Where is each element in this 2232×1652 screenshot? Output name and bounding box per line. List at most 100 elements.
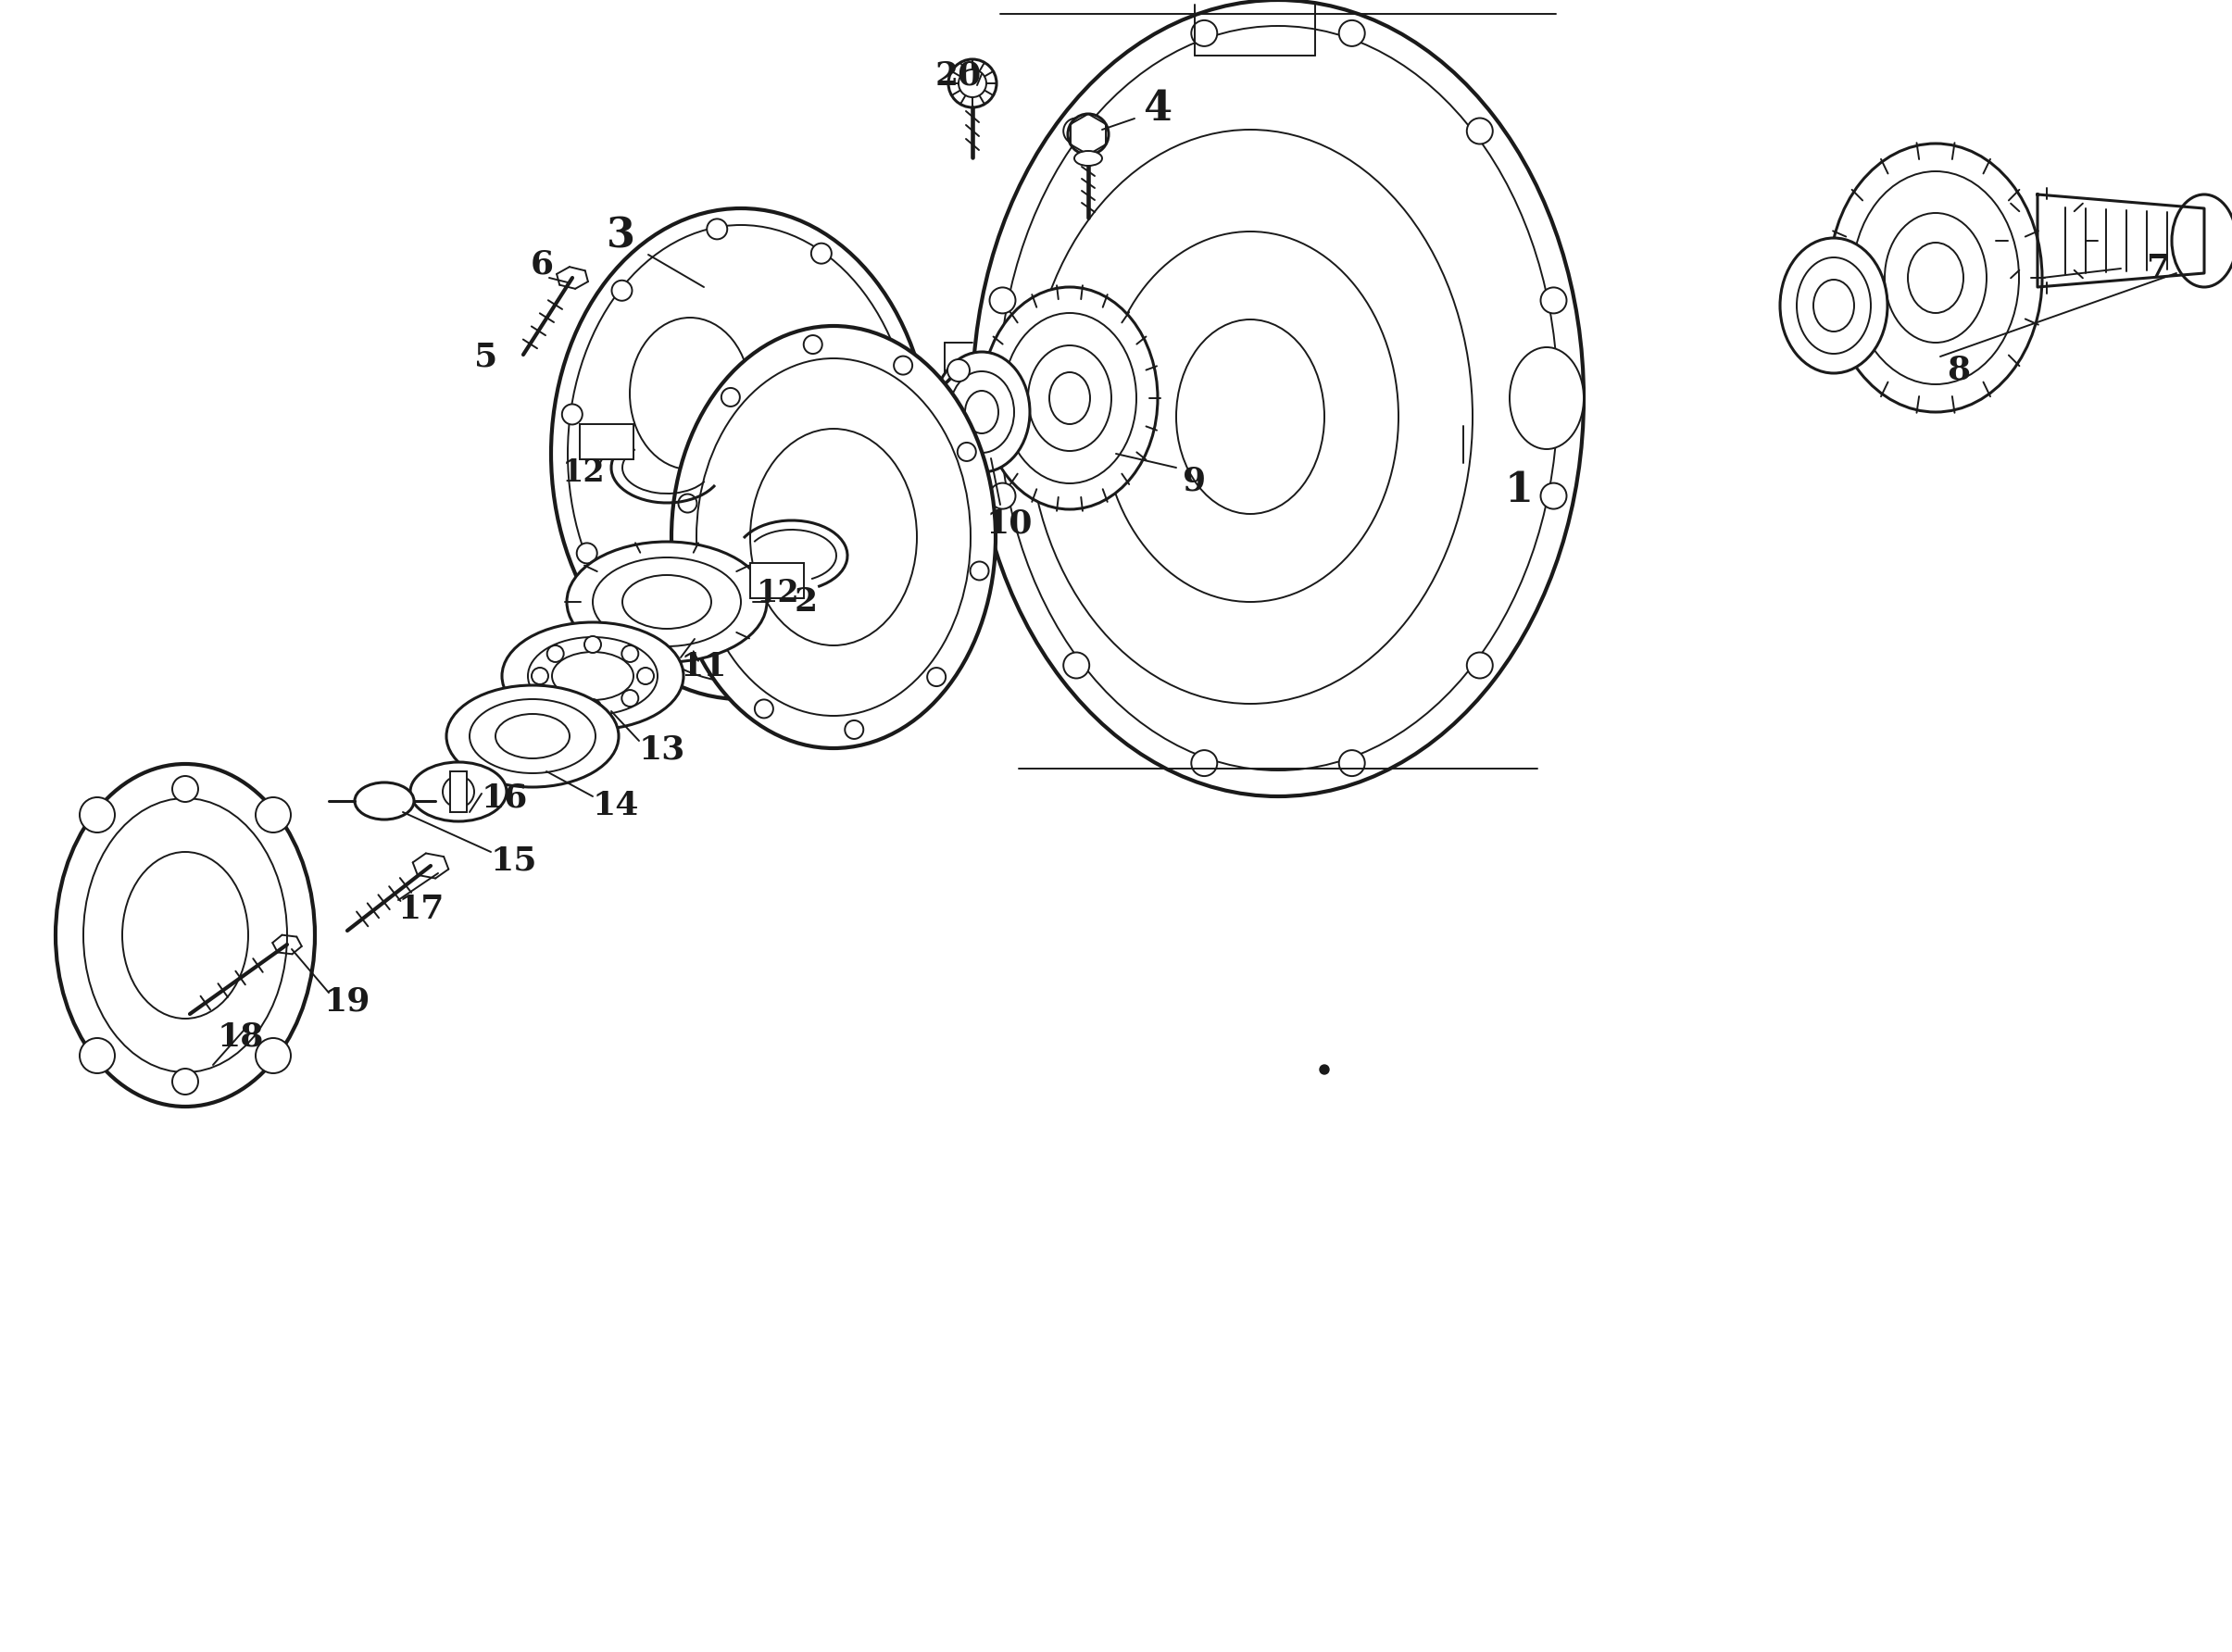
Text: 4: 4 — [1143, 89, 1172, 129]
Circle shape — [585, 636, 600, 653]
Text: 20: 20 — [935, 59, 982, 91]
Ellipse shape — [949, 372, 1013, 453]
Text: 15: 15 — [491, 846, 538, 877]
Circle shape — [80, 798, 114, 833]
Ellipse shape — [1853, 172, 2020, 385]
Circle shape — [1540, 482, 1567, 509]
Text: 7: 7 — [2147, 253, 2170, 284]
Circle shape — [708, 220, 728, 240]
Ellipse shape — [2172, 195, 2232, 287]
Text: 10: 10 — [987, 507, 1033, 539]
Circle shape — [1192, 750, 1216, 776]
Circle shape — [810, 243, 833, 264]
Ellipse shape — [56, 763, 315, 1107]
Circle shape — [636, 667, 654, 684]
Circle shape — [1466, 117, 1493, 144]
Circle shape — [754, 699, 772, 719]
Ellipse shape — [496, 714, 569, 758]
Ellipse shape — [529, 638, 658, 715]
Ellipse shape — [721, 408, 779, 481]
Text: 1: 1 — [1504, 471, 1533, 510]
Ellipse shape — [998, 26, 1558, 770]
Ellipse shape — [964, 392, 998, 433]
Circle shape — [257, 798, 290, 833]
Circle shape — [850, 606, 870, 628]
Ellipse shape — [1029, 345, 1112, 451]
Ellipse shape — [446, 686, 618, 786]
Ellipse shape — [1781, 238, 1888, 373]
Bar — [750, 563, 804, 598]
Circle shape — [562, 405, 583, 425]
Ellipse shape — [623, 575, 712, 629]
Text: 17: 17 — [397, 894, 444, 925]
Text: 14: 14 — [591, 790, 638, 821]
Circle shape — [926, 667, 946, 686]
Ellipse shape — [1797, 258, 1870, 354]
Circle shape — [692, 613, 710, 631]
Circle shape — [1466, 653, 1493, 679]
Circle shape — [442, 776, 473, 808]
Circle shape — [623, 691, 638, 707]
Text: 13: 13 — [638, 735, 685, 767]
Circle shape — [804, 335, 821, 354]
Circle shape — [576, 544, 598, 563]
Text: 18: 18 — [217, 1021, 263, 1052]
Circle shape — [1062, 117, 1089, 144]
Ellipse shape — [723, 472, 824, 601]
Circle shape — [958, 443, 975, 461]
Ellipse shape — [1049, 372, 1089, 425]
Circle shape — [547, 691, 565, 707]
Bar — [451, 771, 466, 813]
Circle shape — [971, 562, 989, 580]
Ellipse shape — [551, 653, 634, 700]
Text: 16: 16 — [482, 783, 529, 814]
Circle shape — [547, 646, 565, 662]
Ellipse shape — [502, 623, 683, 730]
Bar — [580, 425, 634, 459]
Circle shape — [754, 667, 775, 689]
Text: 6: 6 — [531, 248, 554, 279]
Ellipse shape — [594, 557, 741, 646]
Circle shape — [1319, 1066, 1328, 1074]
Ellipse shape — [1509, 347, 1585, 449]
Ellipse shape — [1908, 243, 1964, 312]
Circle shape — [650, 644, 670, 664]
Circle shape — [172, 1069, 199, 1095]
Ellipse shape — [973, 0, 1585, 796]
Circle shape — [257, 1037, 290, 1074]
Circle shape — [1067, 114, 1109, 155]
Ellipse shape — [1029, 129, 1473, 704]
Circle shape — [679, 494, 696, 512]
Circle shape — [846, 720, 864, 738]
Ellipse shape — [982, 287, 1158, 509]
Ellipse shape — [933, 352, 1029, 472]
Text: 9: 9 — [1183, 466, 1205, 497]
Circle shape — [585, 699, 600, 715]
Circle shape — [884, 344, 906, 365]
Ellipse shape — [1812, 279, 1855, 332]
Circle shape — [612, 281, 632, 301]
Text: 3: 3 — [607, 216, 634, 256]
Text: 5: 5 — [475, 340, 498, 372]
Circle shape — [721, 388, 739, 406]
Text: 12: 12 — [562, 458, 605, 487]
Ellipse shape — [629, 317, 750, 469]
Circle shape — [1540, 287, 1567, 314]
Ellipse shape — [567, 542, 768, 662]
Ellipse shape — [1103, 231, 1399, 601]
Ellipse shape — [567, 225, 915, 682]
Circle shape — [1339, 20, 1366, 46]
Text: 2: 2 — [795, 586, 817, 618]
Ellipse shape — [696, 358, 971, 715]
Ellipse shape — [551, 208, 931, 699]
Circle shape — [623, 646, 638, 662]
Ellipse shape — [123, 852, 248, 1019]
Circle shape — [949, 59, 995, 107]
Text: 8: 8 — [1946, 355, 1971, 387]
Circle shape — [899, 482, 920, 504]
Ellipse shape — [1002, 312, 1136, 484]
Circle shape — [1339, 750, 1366, 776]
Ellipse shape — [411, 762, 507, 821]
Ellipse shape — [1884, 213, 1986, 342]
Ellipse shape — [672, 325, 995, 748]
